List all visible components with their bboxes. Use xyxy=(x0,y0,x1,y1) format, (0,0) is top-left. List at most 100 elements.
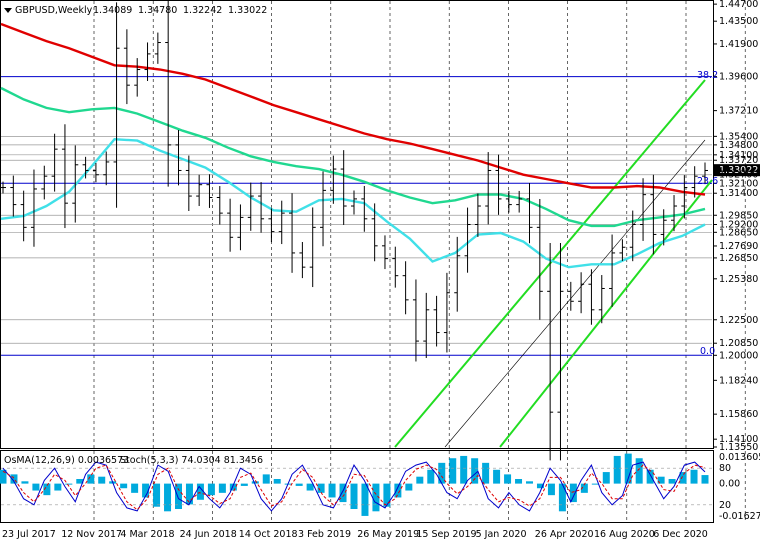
time-tick-label: 15 Sep 2019 xyxy=(416,529,476,540)
price-tick-label: 1.22500 xyxy=(719,315,758,326)
price-tick-label: 1.35400 xyxy=(719,131,758,142)
osma-bar xyxy=(383,483,391,507)
time-tick-label: 26 Apr 2020 xyxy=(535,529,594,540)
header: GBPUSD,Weekly 1.34089 1.34780 1.32242 1.… xyxy=(4,5,267,16)
moving-averages xyxy=(0,22,706,269)
osma-bar xyxy=(471,458,479,484)
indicator-tick-label: 20 xyxy=(719,500,731,511)
ohlc-close: 1.33022 xyxy=(228,5,267,16)
osma-bar xyxy=(295,483,303,486)
osma-bar xyxy=(98,476,106,484)
osma-bar xyxy=(142,483,150,498)
time-tick-label: 23 Jul 2017 xyxy=(2,529,56,540)
price-tick-label: 1.14100 xyxy=(719,434,758,445)
osma-bar xyxy=(306,483,314,491)
moving-average-green xyxy=(0,86,706,228)
time-tick-label: 4 Mar 2018 xyxy=(120,529,174,540)
osma-bar xyxy=(613,455,621,484)
time-tick-label: 3 Feb 2019 xyxy=(298,529,351,540)
stoch-main-line xyxy=(2,461,706,512)
fib-label-0: 0.0 xyxy=(700,346,715,357)
osma-bar xyxy=(240,483,248,486)
osma-bar xyxy=(317,483,325,493)
osma-label: OsMA(12,26,9) 0.0036573 xyxy=(4,455,129,466)
osma-bar xyxy=(43,483,51,496)
osma-bar xyxy=(701,475,709,484)
indicator-tick-label: 80 xyxy=(719,463,731,474)
price-tick-label: 1.26850 xyxy=(719,253,758,264)
osma-bar xyxy=(536,483,544,489)
osma-bar xyxy=(394,483,402,498)
stochastic-lines xyxy=(1,461,712,512)
price-tick-label: 1.33022 xyxy=(719,165,758,176)
channel-line xyxy=(499,179,713,448)
osma-bar xyxy=(646,469,654,484)
price-tick-label: 1.31400 xyxy=(719,188,758,199)
price-tick-label: 1.27690 xyxy=(719,241,758,252)
osma-bar xyxy=(10,474,18,484)
time-tick-label: 14 Oct 2018 xyxy=(239,529,298,540)
price-tick-label: 1.43500 xyxy=(719,16,758,27)
price-tick-label: 1.39600 xyxy=(719,72,758,83)
moving-average-red xyxy=(0,22,706,196)
ohlc-high: 1.34780 xyxy=(138,5,177,16)
indicator-tick-label: 0.00 xyxy=(719,479,740,490)
price-tick-label: 1.29200 xyxy=(719,220,758,231)
osma-bar xyxy=(580,483,588,493)
osma-bar xyxy=(558,483,566,512)
time-tick-label: 26 May 2019 xyxy=(357,529,419,540)
osma-bar xyxy=(624,453,632,484)
price-tick-label: 1.29850 xyxy=(719,210,758,221)
osma-bar xyxy=(350,483,358,509)
price-tick-label: 1.28650 xyxy=(719,227,758,238)
price-tick-label: 1.32100 xyxy=(719,178,758,189)
osma-bar xyxy=(262,474,270,484)
osma-bar xyxy=(482,462,490,484)
osma-bar xyxy=(273,479,281,484)
osma-bar xyxy=(0,469,7,484)
osma-bar xyxy=(372,483,380,512)
osma-bar xyxy=(131,483,139,493)
osma-bar xyxy=(153,483,161,507)
fib-label-23: 23.6 xyxy=(697,176,718,187)
price-tick-label: 1.18240 xyxy=(719,375,758,386)
osma-bar xyxy=(635,458,643,484)
osma-bar xyxy=(405,483,413,491)
indicator-tick-label: -0.016272 xyxy=(719,511,760,522)
price-tick-label: 1.25380 xyxy=(719,274,758,285)
osma-bar xyxy=(657,476,665,484)
moving-average-cyan xyxy=(0,137,706,269)
osma-bar xyxy=(460,455,468,484)
osma-bar xyxy=(32,483,40,491)
osma-bar xyxy=(361,483,369,516)
osma-bar xyxy=(251,481,259,484)
osma-bar xyxy=(416,476,424,484)
price-tick-label: 1.32700 xyxy=(719,170,758,181)
price-tick-label: 1.20850 xyxy=(719,338,758,349)
osma-bar xyxy=(175,483,182,509)
price-tick-label: 1.33720 xyxy=(719,155,758,166)
price-tick-label: 1.13550 xyxy=(719,442,758,453)
osma-bar xyxy=(679,472,687,484)
price-axis: 1.44700 1.43500 1.41900 1.39600 1.37210 1.354… xyxy=(713,0,760,453)
horizontal-levels xyxy=(1,76,712,356)
osma-bar xyxy=(185,483,193,505)
osma-bar xyxy=(87,474,95,484)
price-tick-label: 1.15860 xyxy=(719,409,758,420)
indicator-axis: 0.013605380 0.00 20-0.016272 xyxy=(719,452,760,522)
osma-bar xyxy=(21,481,29,484)
price-tick-label: 1.34100 xyxy=(719,150,758,161)
time-tick-label: 16 Aug 2020 xyxy=(594,529,655,540)
osma-histogram xyxy=(0,453,709,516)
osma-bar xyxy=(218,483,226,493)
ohlc-low: 1.32242 xyxy=(183,5,222,16)
osma-bar xyxy=(207,483,215,496)
osma-bar xyxy=(229,483,237,491)
osma-bar xyxy=(427,469,435,484)
time-tick-label: 6 Dec 2020 xyxy=(653,529,708,540)
fib-label-38: 38.2 xyxy=(697,70,718,81)
stoch-signal-line xyxy=(2,464,706,511)
osma-bar xyxy=(339,483,347,503)
